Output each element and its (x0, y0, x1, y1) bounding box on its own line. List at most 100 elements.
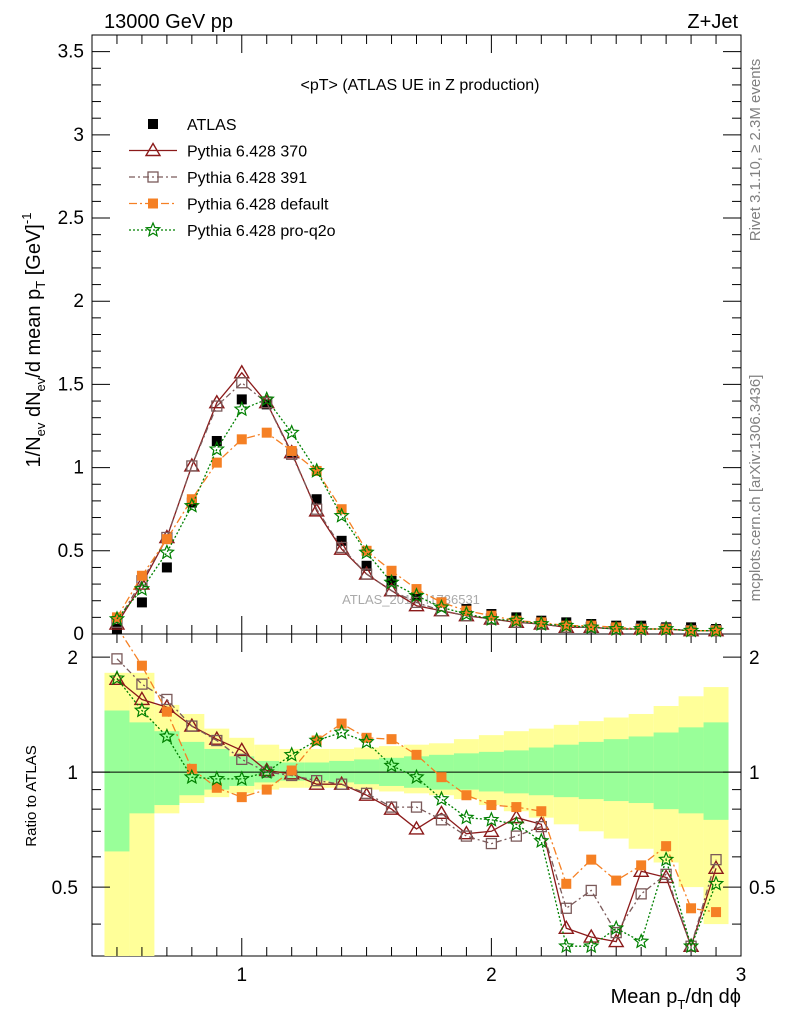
data-point-ratio (211, 734, 223, 747)
mcplots-source-label: mcplots.cern.ch [arXiv:1306.3436] (747, 375, 764, 602)
data-point-upper (533, 615, 550, 631)
data-point-upper (183, 497, 200, 513)
data-point-upper (311, 494, 322, 505)
data-point-ratio (433, 790, 450, 806)
data-point-ratio (386, 734, 397, 745)
data-point-ratio (311, 774, 323, 787)
data-point-upper (236, 394, 247, 405)
data-point-upper (261, 399, 272, 410)
data-point-ratio (233, 742, 250, 757)
y-tick-label-upper: 0.5 (58, 541, 84, 562)
data-point-upper (358, 543, 375, 560)
series-line-ratio (116, 658, 717, 949)
data-point-upper (483, 610, 500, 626)
data-point-ratio (686, 903, 697, 914)
upper-series-group (108, 364, 725, 638)
data-point-upper (410, 596, 423, 609)
data-point-ratio (433, 804, 450, 820)
data-point-ratio (408, 820, 425, 835)
data-point-upper (108, 610, 126, 626)
data-point-ratio (383, 800, 400, 815)
data-point-ratio (136, 678, 148, 690)
data-point-upper (333, 507, 350, 523)
band-inner-bin (603, 739, 629, 802)
data-point-ratio (536, 806, 547, 817)
data-point-upper (133, 580, 151, 596)
data-point-upper (136, 597, 147, 608)
series-line-upper (116, 398, 716, 632)
y-tick-label-upper: 3.5 (58, 42, 84, 63)
data-point-upper (607, 620, 625, 636)
legend-entry-label: ATLAS (187, 117, 237, 134)
data-point-ratio (236, 792, 247, 803)
data-point-upper (186, 460, 198, 472)
data-point-ratio (458, 825, 475, 840)
data-point-upper (333, 540, 350, 555)
data-point-ratio (161, 706, 172, 717)
data-point-upper (236, 434, 247, 445)
data-point-ratio (558, 919, 575, 934)
data-point-ratio (561, 878, 572, 889)
data-point-upper (536, 617, 547, 628)
y-tick-label-lower: 1 (67, 763, 78, 784)
legend: ATLAS Pythia 6.428 370 Pythia 6.428 391 Pyt… (129, 117, 336, 240)
data-point-ratio (311, 735, 322, 746)
data-point-upper (461, 605, 472, 616)
data-point-upper (360, 568, 373, 580)
data-point-ratio (583, 928, 600, 943)
y-tick-label-upper: 0 (73, 624, 84, 645)
data-point-ratio (458, 809, 475, 825)
band-inner-bin (453, 753, 479, 790)
data-point-upper (711, 625, 722, 636)
legend-marker (144, 221, 162, 237)
x-tick-label: 1 (236, 965, 247, 986)
data-point-upper (111, 612, 122, 623)
data-point-ratio (533, 832, 550, 848)
data-point-ratio (358, 733, 375, 749)
data-point-upper (361, 545, 372, 556)
band-inner-bin (528, 747, 554, 796)
series-line-ratio (116, 678, 717, 949)
data-point-ratio (108, 669, 126, 686)
legend-entry-label: Pythia 6.428 pro-q2o (187, 223, 336, 240)
data-point-upper (258, 390, 275, 407)
y-tick-label-upper: 1.5 (58, 374, 84, 395)
y-tick-label-lower-right: 0.5 (749, 878, 775, 899)
data-point-upper (611, 622, 622, 633)
data-point-upper (408, 597, 425, 612)
ratio-series-group (108, 634, 725, 954)
band-inner-bin (154, 731, 180, 806)
chart-title: <pT> (ATLAS UE in Z production) (301, 77, 540, 94)
data-point-ratio (707, 859, 725, 874)
band-inner-bin (678, 727, 704, 814)
data-point-ratio (358, 786, 375, 801)
energy-label: 13000 GeV pp (104, 11, 233, 33)
data-point-ratio (711, 907, 722, 918)
data-point-upper (436, 597, 447, 608)
legend-entry-label: Pythia 6.428 370 (187, 144, 307, 161)
data-point-upper (161, 534, 172, 545)
data-point-upper (311, 465, 322, 476)
data-point-ratio (586, 854, 597, 865)
data-point-ratio (136, 660, 147, 671)
data-point-upper (311, 503, 323, 515)
data-point-upper (308, 502, 325, 517)
lower-axis-ticks: 0.5 0.5 1 1 2 2 1 2 3 (52, 634, 775, 986)
band-inner-bin (578, 741, 604, 800)
data-point-ratio (408, 768, 425, 785)
data-point-ratio (335, 778, 348, 790)
data-point-ratio (361, 732, 372, 743)
legend-marker (147, 171, 159, 183)
data-point-upper (558, 617, 575, 633)
data-point-ratio (535, 820, 547, 833)
legend-entry-label: Pythia 6.428 default (187, 197, 329, 214)
data-point-upper (261, 427, 272, 438)
data-point-upper (682, 622, 700, 638)
upper-axis-ticks: 0 0.5 1 1.5 2 2.5 3 3.5 (58, 35, 742, 645)
legend-marker (148, 198, 158, 209)
data-point-upper (283, 424, 300, 440)
data-point-ratio (461, 790, 472, 801)
data-point-ratio (635, 888, 647, 900)
data-point-ratio (208, 730, 226, 745)
data-point-ratio (236, 753, 248, 766)
